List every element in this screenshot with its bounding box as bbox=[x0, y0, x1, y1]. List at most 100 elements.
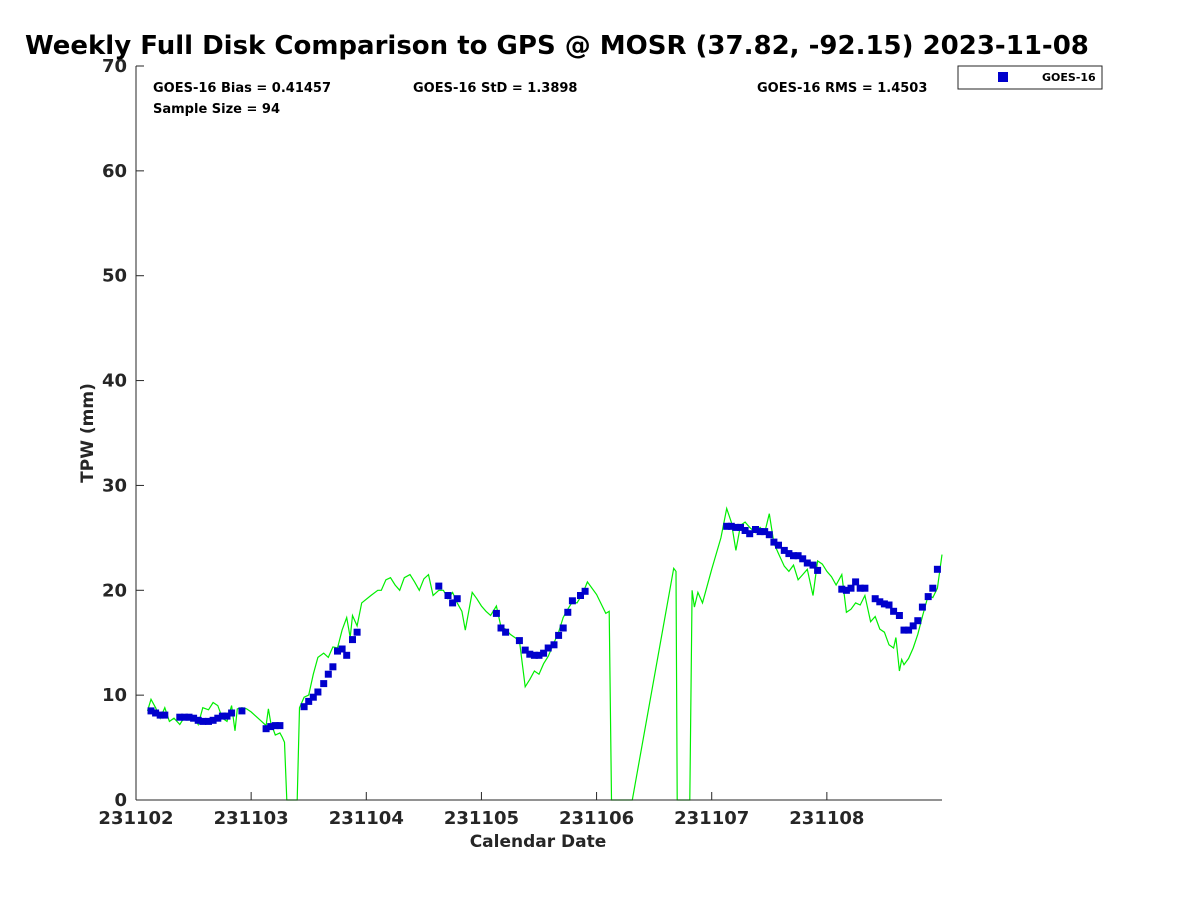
goes16-point bbox=[544, 644, 552, 652]
goes16-point bbox=[752, 526, 759, 533]
goes16-point bbox=[581, 587, 589, 595]
goes16-point bbox=[185, 713, 193, 721]
y-tick-label: 70 bbox=[102, 56, 127, 77]
goes16-point bbox=[577, 592, 584, 599]
stat-std: GOES-16 StD = 1.3898 bbox=[413, 81, 577, 96]
goes16-point bbox=[803, 559, 811, 567]
y-tick-label: 40 bbox=[102, 371, 127, 392]
goes16-point bbox=[765, 531, 773, 539]
goes16-point bbox=[900, 626, 908, 634]
goes16-point bbox=[856, 584, 864, 592]
goes16-point bbox=[555, 631, 563, 639]
legend-label-goes16: GOES-16 bbox=[1042, 71, 1096, 84]
legend-box bbox=[957, 65, 1103, 90]
goes16-point bbox=[914, 617, 922, 625]
goes16-point bbox=[885, 601, 893, 609]
goes16-point bbox=[909, 622, 917, 630]
goes16-point bbox=[756, 528, 764, 536]
goes16-point bbox=[515, 637, 523, 645]
goes16-point bbox=[176, 713, 184, 721]
goes16-point bbox=[492, 609, 500, 617]
goes16-point bbox=[526, 650, 534, 658]
goes16-point bbox=[276, 722, 284, 730]
x-tick-label: 231102 bbox=[98, 808, 173, 829]
goes16-point bbox=[540, 649, 548, 657]
x-ticks: 231102 231103 231104 231105 231106 231107 2311… bbox=[98, 792, 864, 829]
goes16-point bbox=[435, 582, 443, 590]
goes16-point bbox=[924, 593, 932, 601]
x-tick-label: 231104 bbox=[329, 808, 404, 829]
goes16-point bbox=[353, 628, 361, 636]
goes16-point bbox=[444, 592, 452, 599]
y-tick-label: 10 bbox=[102, 685, 127, 706]
x-tick-label: 231108 bbox=[789, 808, 864, 829]
goes16-point bbox=[809, 561, 817, 569]
y-tick-label: 20 bbox=[102, 580, 127, 601]
goes16-point bbox=[180, 713, 188, 721]
goes16-point bbox=[535, 651, 543, 659]
goes16-point bbox=[228, 709, 236, 717]
x-tick-label: 231106 bbox=[559, 808, 634, 829]
goes16-point bbox=[723, 522, 731, 530]
goes16-point bbox=[564, 608, 572, 616]
goes16-point bbox=[559, 624, 567, 632]
goes16-point bbox=[209, 716, 217, 724]
y-tick-label: 60 bbox=[102, 161, 127, 182]
goes16-point bbox=[349, 636, 356, 644]
goes16-point bbox=[741, 527, 749, 534]
goes16-point bbox=[343, 651, 351, 659]
x-axis-label: Calendar Date bbox=[470, 832, 607, 852]
stat-rms: GOES-16 RMS = 1.4503 bbox=[757, 81, 927, 96]
goes16-point bbox=[895, 612, 903, 619]
goes16-point bbox=[267, 723, 275, 731]
goes16-point bbox=[194, 716, 202, 724]
goes-series-layer bbox=[147, 522, 941, 733]
goes16-point bbox=[732, 523, 740, 531]
goes16-point bbox=[933, 565, 941, 573]
y-tick-label: 30 bbox=[102, 475, 127, 496]
goes16-point bbox=[152, 709, 160, 717]
goes16-point bbox=[814, 566, 822, 574]
goes16-point bbox=[794, 552, 802, 560]
goes16-point bbox=[238, 707, 246, 715]
goes16-point bbox=[880, 600, 888, 608]
goes16-point bbox=[218, 712, 226, 720]
x-tick-label: 231103 bbox=[214, 808, 289, 829]
goes16-point bbox=[324, 670, 332, 678]
goes16-point bbox=[161, 711, 169, 719]
goes16-point bbox=[775, 541, 782, 549]
goes16-point bbox=[521, 646, 529, 654]
goes16-point bbox=[852, 578, 860, 586]
goes16-point bbox=[199, 717, 207, 725]
plot-area bbox=[136, 66, 942, 800]
x-tick-label: 231105 bbox=[444, 808, 519, 829]
goes16-point bbox=[785, 550, 793, 558]
goes16-point bbox=[147, 707, 155, 715]
stat-sample-size: Sample Size = 94 bbox=[153, 102, 280, 117]
goes16-point bbox=[156, 711, 164, 719]
goes16-point bbox=[305, 697, 313, 705]
goes16-point bbox=[223, 712, 231, 720]
goes16-point bbox=[842, 586, 850, 594]
goes16-point bbox=[314, 688, 322, 696]
gps-series-line bbox=[146, 506, 943, 801]
goes16-point bbox=[871, 595, 879, 603]
chart-title: Weekly Full Disk Comparison to GPS @ MOS… bbox=[25, 31, 1089, 61]
gps-series-layer bbox=[146, 506, 943, 801]
goes16-point bbox=[799, 555, 807, 563]
goes16-point bbox=[727, 522, 735, 530]
goes16-point bbox=[497, 624, 505, 632]
x-tick-label: 231107 bbox=[674, 808, 749, 829]
goes16-point bbox=[761, 528, 769, 536]
y-axis-label: TPW (mm) bbox=[78, 383, 98, 483]
goes16-point bbox=[918, 603, 926, 611]
goes16-point bbox=[334, 647, 341, 655]
goes16-point bbox=[329, 663, 337, 671]
goes16-point bbox=[861, 584, 869, 592]
goes16-point bbox=[271, 722, 279, 730]
y-tick-label: 0 bbox=[114, 790, 127, 811]
goes16-point bbox=[300, 703, 308, 711]
legend-marker-goes16 bbox=[998, 72, 1008, 82]
y-tick-label: 50 bbox=[102, 266, 127, 287]
